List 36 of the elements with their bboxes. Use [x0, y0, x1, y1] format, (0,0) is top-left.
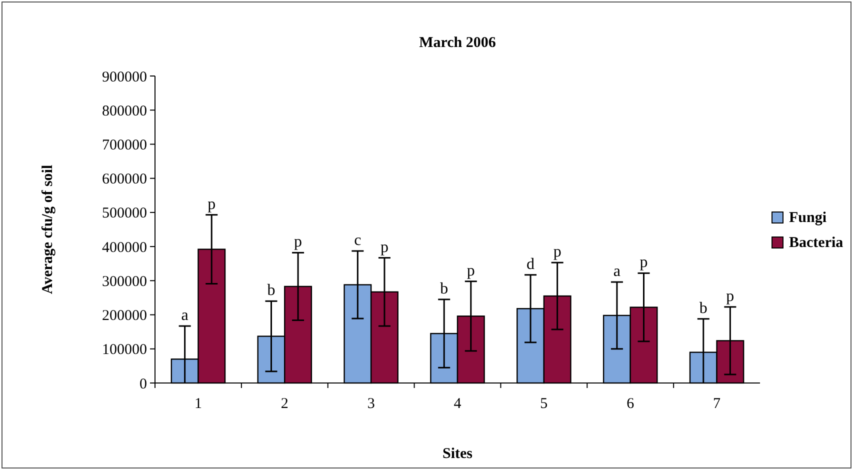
y-tick-label: 300000: [102, 274, 147, 290]
data-label: a: [613, 263, 621, 280]
data-label: a: [181, 307, 188, 324]
y-tick-label: 800000: [102, 103, 147, 120]
y-tick-label: 400000: [102, 240, 147, 256]
x-tick-label: 1: [194, 396, 202, 412]
x-tick-label: 4: [454, 396, 462, 412]
x-tick-label: 3: [367, 396, 375, 412]
x-tick-label: 6: [626, 396, 635, 412]
x-tick-label: 7: [713, 396, 722, 412]
data-label: b: [699, 300, 708, 317]
data-label: p: [466, 262, 475, 280]
data-label: c: [354, 232, 362, 249]
legend-label: Bacteria: [789, 235, 844, 251]
data-label: p: [726, 288, 734, 305]
data-label: p: [380, 238, 388, 256]
x-tick-label: 2: [280, 396, 288, 412]
data-label: p: [640, 254, 648, 272]
y-axis-title: Average cfu/g of soil: [40, 164, 56, 294]
x-axis-title: Sites: [442, 446, 473, 462]
data-label: d: [526, 256, 535, 273]
y-tick-label: 200000: [102, 308, 147, 324]
y-tick-label: 0: [140, 376, 147, 392]
data-label: p: [553, 244, 562, 261]
chart-title: March 2006: [419, 35, 496, 51]
y-tick-label: 100000: [102, 342, 147, 358]
y-tick-label: 900000: [102, 69, 147, 86]
data-label: p: [294, 234, 302, 251]
y-tick-label: 700000: [102, 137, 147, 154]
y-tick-label: 600000: [102, 172, 147, 188]
data-label: b: [267, 282, 276, 300]
x-tick-label: 5: [540, 396, 548, 412]
data-label: p: [208, 196, 216, 213]
y-tick-label: 500000: [102, 206, 147, 222]
data-label: b: [440, 280, 448, 298]
legend-label: Fungi: [789, 210, 827, 226]
